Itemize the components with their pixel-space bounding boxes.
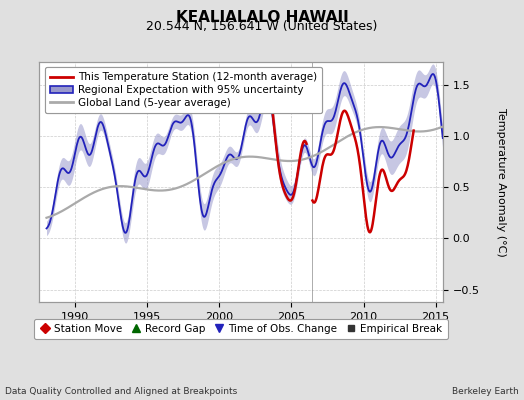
Y-axis label: Temperature Anomaly (°C): Temperature Anomaly (°C) bbox=[496, 108, 506, 256]
Text: Data Quality Controlled and Aligned at Breakpoints: Data Quality Controlled and Aligned at B… bbox=[5, 387, 237, 396]
Legend: This Temperature Station (12-month average), Regional Expectation with 95% uncer: This Temperature Station (12-month avera… bbox=[45, 67, 322, 113]
Legend: Station Move, Record Gap, Time of Obs. Change, Empirical Break: Station Move, Record Gap, Time of Obs. C… bbox=[34, 319, 448, 339]
Text: KEALIALALO HAWAII: KEALIALALO HAWAII bbox=[176, 10, 348, 25]
Text: Berkeley Earth: Berkeley Earth bbox=[452, 387, 519, 396]
Text: 20.544 N, 156.641 W (United States): 20.544 N, 156.641 W (United States) bbox=[146, 20, 378, 33]
